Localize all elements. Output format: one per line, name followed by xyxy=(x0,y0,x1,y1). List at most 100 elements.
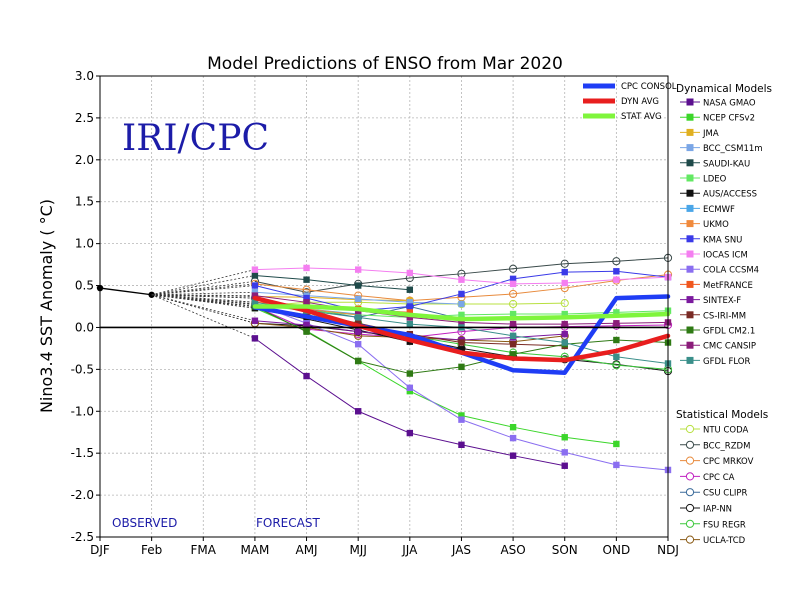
point-cs-iri-mm xyxy=(354,320,362,327)
point-cmc-cansip xyxy=(509,320,517,328)
model-legend: Dynamical Models NASA GMAO NCEP CFSv2 JMA BC… xyxy=(676,83,772,546)
legend-marker-ntu-coda xyxy=(685,424,695,434)
point-cmc-cansip xyxy=(406,314,414,321)
legend-label-nasa-gmao: NASA GMAO xyxy=(703,99,756,109)
legend-label-metfrance: MetFRANCE xyxy=(703,281,753,291)
point-gfdl-cm2-1 xyxy=(354,357,362,365)
point-ncep-cfsv2 xyxy=(613,440,620,448)
legend-marker-jma xyxy=(686,128,694,136)
point-fsu-regr xyxy=(612,361,621,370)
point-kma-snu xyxy=(561,268,568,276)
line-cpc-mrkov xyxy=(254,274,669,302)
point-ldeo xyxy=(561,310,568,318)
legend-marker-cpc-mrkov xyxy=(685,456,695,465)
legend-label-ncep-cfsv2: NCEP CFSv2 xyxy=(703,114,755,124)
point-iocas-icm xyxy=(406,269,414,277)
legend-marker-aus-access xyxy=(686,189,694,197)
series-bcc-rzdm xyxy=(151,253,673,297)
point-sintex-f xyxy=(251,317,259,324)
point-cs-iri-mm xyxy=(509,341,517,348)
y-tick-label: 1.0 xyxy=(75,237,94,251)
legend-marker-ecmwf xyxy=(686,204,694,212)
point-iocas-icm xyxy=(458,276,465,283)
y-tick-label: -1.0 xyxy=(71,404,94,418)
point-ldeo xyxy=(458,311,465,319)
point-cola-ccsm4 xyxy=(509,434,517,442)
point-aus-access xyxy=(458,346,465,353)
point-sintex-f xyxy=(354,328,362,335)
point-gfdl-flor xyxy=(561,339,568,346)
point-gfdl-cm2-1 xyxy=(613,336,620,344)
legend-label-kma-snu: KMA SNU xyxy=(703,235,742,245)
consensus-legend-label-stat-avg: STAT AVG xyxy=(621,112,662,122)
point-kma-snu xyxy=(251,282,259,289)
legend-label-sintex-f: SINTEX-F xyxy=(703,296,741,306)
legend-marker-metfrance xyxy=(686,280,694,288)
point-cmc-cansip xyxy=(458,319,465,326)
legend-marker-cs-iri-mm xyxy=(686,311,694,319)
y-tick-label: 2.5 xyxy=(75,111,94,125)
point-ldeo xyxy=(613,309,620,316)
legend-label-ucla-tcd: UCLA-TCD xyxy=(703,536,746,546)
point-bcc-csm11m xyxy=(458,300,465,308)
x-tick-label: DJF xyxy=(90,543,110,557)
point-nasa-gmao xyxy=(458,441,465,448)
legend-marker-nasa-gmao xyxy=(686,98,694,106)
point-cola-ccsm4 xyxy=(406,384,414,392)
point-gfdl-flor xyxy=(251,299,259,306)
statistical-legend-title: Statistical Models xyxy=(676,409,768,421)
connector-cmc-cansip xyxy=(151,294,255,297)
point-cs-iri-mm xyxy=(458,339,465,346)
axes: 3.0 2.5 2.0 1.5 1.0 0.5 0.0 -0.5 -1.0 -1.5 -2.0 -2.… xyxy=(71,69,679,557)
point-gfdl-cm2-1 xyxy=(509,351,517,358)
point-bcc-csm11m xyxy=(251,289,259,296)
consensus-legend: CPC CONSOL DYN AVG STAT AVG xyxy=(583,82,677,122)
legend-marker-cpc-ca xyxy=(685,472,695,481)
legend-marker-ucla-tcd xyxy=(685,535,695,544)
point-cmc-cansip xyxy=(561,320,568,328)
legend-marker-ukmo xyxy=(686,220,694,228)
y-tick-label: 2.0 xyxy=(75,153,94,167)
connector-iocas-icm xyxy=(151,269,256,296)
point-ntu-coda xyxy=(508,299,518,309)
point-bcc-rzdm xyxy=(508,264,518,273)
x-tick-label: AMJ xyxy=(295,543,317,557)
legend-label-iocas-icm: IOCAS ICM xyxy=(703,251,748,261)
point-aus-access xyxy=(303,315,310,323)
point-nasa-gmao xyxy=(561,462,568,469)
point-iocas-icm xyxy=(354,266,362,273)
point-cola-ccsm4 xyxy=(561,449,568,456)
x-tick-label: FMA xyxy=(191,543,217,557)
point-nasa-gmao xyxy=(354,408,362,415)
point-ncep-cfsv2 xyxy=(406,387,414,395)
point-iocas-icm xyxy=(561,279,568,287)
point-gfdl-cm2-1 xyxy=(458,363,465,371)
consensus-stat-avg xyxy=(252,304,671,322)
point-ncep-cfsv2 xyxy=(509,423,517,431)
legend-marker-sintex-f xyxy=(686,296,694,304)
forecast-label: FORECAST xyxy=(256,516,320,530)
point-kma-snu xyxy=(458,290,465,298)
point-saudi-kau xyxy=(354,282,362,289)
point-kma-snu xyxy=(613,268,620,275)
x-tick-label: MAM xyxy=(240,543,269,557)
point-nasa-gmao xyxy=(406,429,414,437)
legend-marker-gfdl-flor xyxy=(686,356,694,364)
connector-ucla-tcd xyxy=(151,294,256,324)
point-cmc-cansip xyxy=(613,320,620,327)
point-gfdl-flor xyxy=(509,332,517,340)
observed-line xyxy=(99,287,152,296)
legend-label-aus-access: AUS/ACCESS xyxy=(703,190,757,200)
x-tick-label: ASO xyxy=(500,543,525,557)
legend-label-ecmwf: ECMWF xyxy=(703,205,735,215)
x-tick-label: SON xyxy=(552,543,578,557)
x-tick-label: JJA xyxy=(401,543,418,557)
legend-marker-gfdl-cm2-1 xyxy=(686,326,694,334)
point-nasa-gmao xyxy=(251,335,259,342)
point-ncep-cfsv2 xyxy=(561,434,568,441)
point-kma-snu xyxy=(509,275,517,283)
point-cmc-cansip xyxy=(303,299,310,306)
chart-title: Model Predictions of ENSO from Mar 2020 xyxy=(207,54,563,74)
legend-label-bcc-csm11m: BCC_CSM11m xyxy=(703,144,763,154)
consensus-legend-label-cpc-consol: CPC CONSOL xyxy=(621,82,677,92)
